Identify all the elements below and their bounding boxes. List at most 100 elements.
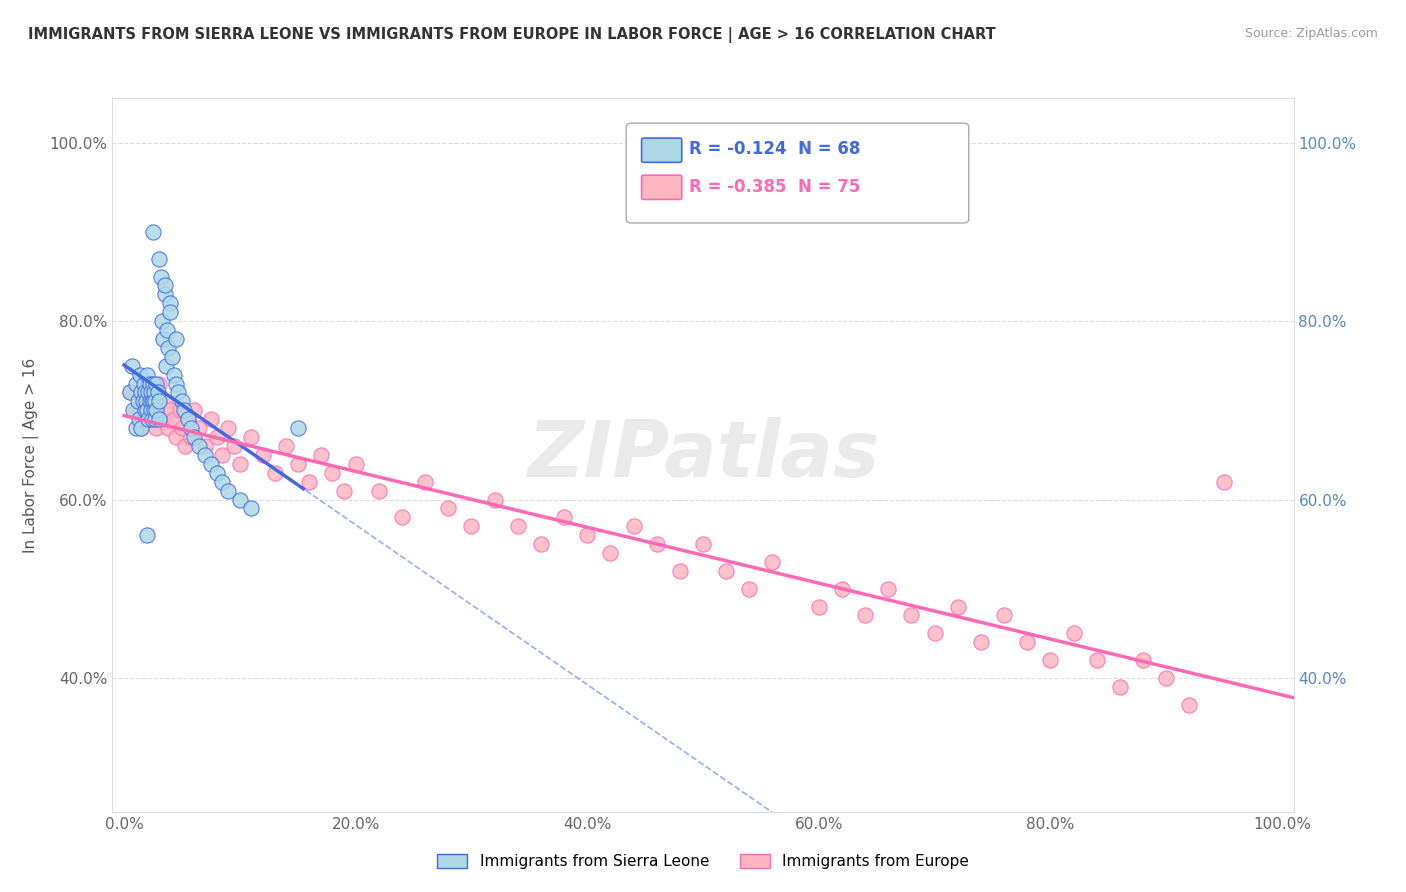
Point bbox=[367, 483, 389, 498]
Point bbox=[194, 448, 217, 462]
Point bbox=[177, 412, 200, 426]
Point bbox=[1017, 635, 1039, 649]
Point bbox=[156, 323, 179, 337]
FancyBboxPatch shape bbox=[641, 175, 682, 200]
Point bbox=[143, 403, 166, 417]
Point bbox=[205, 466, 228, 480]
Point bbox=[159, 403, 181, 417]
Point bbox=[153, 278, 176, 293]
Point bbox=[263, 466, 285, 480]
Point bbox=[143, 385, 166, 400]
Point bbox=[530, 537, 553, 551]
Point bbox=[143, 412, 166, 426]
Point bbox=[131, 421, 153, 435]
Point bbox=[134, 385, 156, 400]
Point bbox=[131, 421, 153, 435]
FancyBboxPatch shape bbox=[626, 123, 969, 223]
Point bbox=[1085, 653, 1108, 667]
Point bbox=[163, 412, 186, 426]
Point bbox=[761, 555, 783, 569]
Point bbox=[183, 403, 205, 417]
Point bbox=[506, 519, 529, 533]
Point bbox=[252, 448, 274, 462]
Point bbox=[142, 225, 165, 239]
Point bbox=[139, 403, 162, 417]
Point bbox=[183, 430, 205, 444]
Point bbox=[138, 394, 160, 409]
Point bbox=[136, 528, 159, 542]
Point bbox=[153, 394, 176, 409]
Point bbox=[484, 492, 506, 507]
Point bbox=[222, 439, 245, 453]
Point bbox=[141, 394, 163, 409]
Point bbox=[188, 421, 211, 435]
Point bbox=[122, 403, 145, 417]
Point bbox=[165, 430, 187, 444]
Legend: Immigrants from Sierra Leone, Immigrants from Europe: Immigrants from Sierra Leone, Immigrants… bbox=[430, 848, 976, 875]
Point bbox=[437, 501, 460, 516]
Point bbox=[1039, 653, 1062, 667]
Point bbox=[205, 430, 228, 444]
Point bbox=[138, 412, 160, 426]
Point bbox=[136, 403, 159, 417]
Point bbox=[645, 537, 668, 551]
Point bbox=[132, 376, 155, 391]
Point bbox=[1132, 653, 1154, 667]
Point bbox=[145, 403, 167, 417]
Point bbox=[180, 430, 202, 444]
Point bbox=[139, 385, 162, 400]
FancyBboxPatch shape bbox=[641, 138, 682, 162]
Point bbox=[240, 501, 263, 516]
Point bbox=[669, 564, 692, 578]
Point bbox=[142, 376, 165, 391]
Point bbox=[391, 510, 413, 524]
Point bbox=[141, 412, 163, 426]
Point bbox=[159, 296, 181, 310]
Point bbox=[738, 582, 761, 596]
Point bbox=[148, 412, 170, 426]
Point bbox=[135, 394, 157, 409]
Text: Source: ZipAtlas.com: Source: ZipAtlas.com bbox=[1244, 27, 1378, 40]
Point bbox=[229, 457, 252, 471]
Point bbox=[877, 582, 900, 596]
Point bbox=[146, 385, 169, 400]
Point bbox=[124, 403, 146, 417]
Point bbox=[150, 314, 173, 328]
Point bbox=[134, 394, 156, 409]
Point bbox=[165, 376, 187, 391]
Point bbox=[211, 448, 233, 462]
Point bbox=[1213, 475, 1236, 489]
Point bbox=[134, 403, 156, 417]
Point bbox=[200, 412, 222, 426]
Point bbox=[174, 439, 197, 453]
Point bbox=[118, 385, 141, 400]
Point bbox=[576, 528, 599, 542]
Point bbox=[142, 394, 165, 409]
Point bbox=[946, 599, 969, 614]
Point bbox=[217, 421, 239, 435]
Point bbox=[298, 475, 321, 489]
Point bbox=[150, 412, 173, 426]
Point bbox=[853, 608, 876, 623]
Point bbox=[460, 519, 482, 533]
Text: IMMIGRANTS FROM SIERRA LEONE VS IMMIGRANTS FROM EUROPE IN LABOR FORCE | AGE > 16: IMMIGRANTS FROM SIERRA LEONE VS IMMIGRAN… bbox=[28, 27, 995, 43]
Point bbox=[129, 368, 152, 382]
Point bbox=[924, 626, 946, 640]
Point bbox=[160, 350, 183, 364]
Point bbox=[145, 376, 167, 391]
Point bbox=[124, 421, 146, 435]
Point bbox=[157, 421, 180, 435]
Point bbox=[309, 448, 332, 462]
Point bbox=[970, 635, 993, 649]
Point bbox=[200, 457, 222, 471]
Point bbox=[831, 582, 853, 596]
Point bbox=[131, 385, 153, 400]
Point bbox=[276, 439, 298, 453]
Point bbox=[413, 475, 436, 489]
Point bbox=[229, 492, 252, 507]
Point bbox=[155, 359, 177, 373]
Text: R = -0.385  N = 75: R = -0.385 N = 75 bbox=[689, 178, 860, 196]
Text: R = -0.124  N = 68: R = -0.124 N = 68 bbox=[689, 141, 860, 159]
Point bbox=[169, 403, 191, 417]
Y-axis label: In Labor Force | Age > 16: In Labor Force | Age > 16 bbox=[22, 358, 38, 552]
